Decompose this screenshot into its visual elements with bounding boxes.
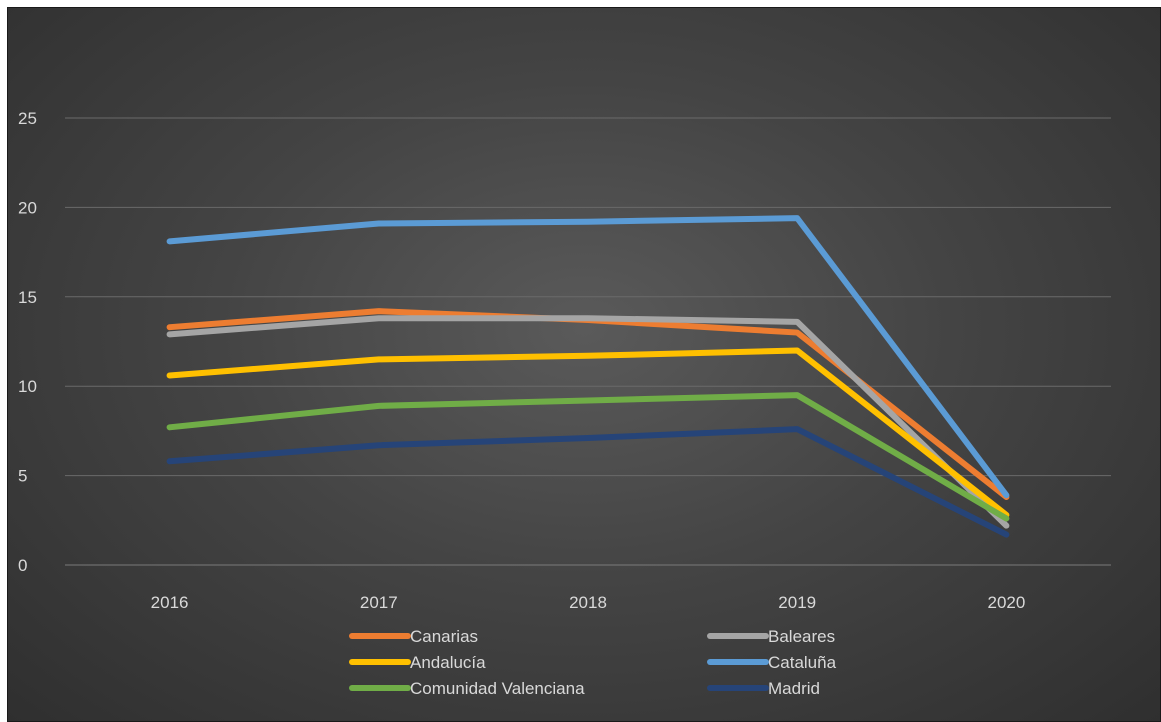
x-tick-label: 2019 [778, 593, 816, 612]
legend-label: Cataluña [768, 653, 837, 672]
series-layer [166, 215, 1010, 538]
series-line-baleares [166, 315, 1010, 529]
y-axis: 0 5 10 15 20 25 [18, 109, 37, 575]
x-tick-label: 2018 [569, 593, 607, 612]
y-tick-label: 15 [18, 288, 37, 307]
x-tick-label: 2020 [987, 593, 1025, 612]
x-tick-label: 2017 [360, 593, 398, 612]
legend-item-canarias: Canarias [349, 627, 478, 646]
x-tick-label: 2016 [151, 593, 189, 612]
chart-frame: 0 5 10 15 20 25 2016 2017 2018 2019 2020 Canarias… [7, 7, 1161, 722]
legend-label: Comunidad Valenciana [410, 679, 585, 698]
series-line-cataluna [166, 215, 1010, 499]
legend: Canarias Baleares Andalucía Cataluña Comunid… [349, 627, 837, 698]
x-axis: 2016 2017 2018 2019 2020 [65, 564, 1111, 612]
y-tick-label: 0 [18, 556, 27, 575]
legend-item-andalucia: Andalucía [349, 653, 486, 672]
series-line-comunidad-valenciana [166, 392, 1010, 522]
y-tick-label: 20 [18, 198, 37, 217]
y-tick-label: 5 [18, 467, 27, 486]
legend-label: Andalucía [410, 653, 486, 672]
series-line-andalucia [166, 347, 1010, 518]
line-chart: 0 5 10 15 20 25 2016 2017 2018 2019 2020 Canarias… [18, 109, 1111, 698]
legend-item-cataluna: Cataluña [707, 653, 837, 672]
y-tick-label: 25 [18, 109, 37, 128]
legend-label: Madrid [768, 679, 820, 698]
legend-item-comunidad-valenciana: Comunidad Valenciana [349, 679, 585, 698]
legend-item-madrid: Madrid [707, 679, 820, 698]
legend-label: Baleares [768, 627, 835, 646]
legend-item-baleares: Baleares [707, 627, 835, 646]
series-line-madrid [166, 426, 1010, 538]
y-tick-label: 10 [18, 377, 37, 396]
legend-label: Canarias [410, 627, 478, 646]
